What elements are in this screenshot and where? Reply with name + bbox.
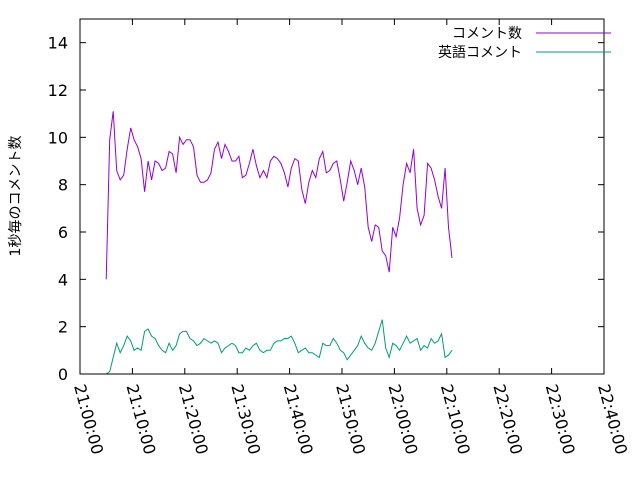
- x-tick-label: 22:10:00: [437, 382, 474, 456]
- x-tick-label: 21:20:00: [175, 382, 212, 456]
- x-tick-label: 21:30:00: [227, 382, 264, 456]
- y-tick-label: 0: [58, 365, 68, 384]
- ticks-layer: 0 2 4 6 8 10 12 14 21:00:00 21:10:00 21:20:00 21:30…: [48, 19, 631, 456]
- y-tick-label: 10: [48, 128, 68, 147]
- series-line-1: [105, 111, 453, 280]
- x-tick-label: 22:30:00: [542, 382, 579, 456]
- series-line-2: [105, 319, 453, 375]
- y-tick-label: 4: [58, 270, 68, 289]
- x-tick-label: 22:20:00: [489, 382, 526, 456]
- legend-label-1: コメント数: [452, 26, 522, 42]
- series-layer: [105, 111, 453, 375]
- y-tick-label: 6: [58, 223, 68, 242]
- y-tick-label: 14: [48, 34, 68, 53]
- x-tick-label: 21:50:00: [332, 382, 369, 456]
- y-tick-label: 2: [58, 318, 68, 337]
- x-tick-label: 21:40:00: [280, 382, 317, 456]
- x-tick-label: 21:00:00: [70, 382, 107, 456]
- x-tick-label: 21:10:00: [123, 382, 160, 456]
- y-tick-label: 12: [48, 81, 68, 100]
- y-tick-label: 8: [58, 176, 68, 195]
- plot-frame: [79, 18, 605, 375]
- x-tick-label: 22:40:00: [594, 382, 631, 456]
- legend-label-2: 英語コメント: [438, 44, 522, 61]
- y-axis-label: 1秒毎のコメント数: [8, 136, 24, 257]
- x-tick-label: 22:00:00: [385, 382, 422, 456]
